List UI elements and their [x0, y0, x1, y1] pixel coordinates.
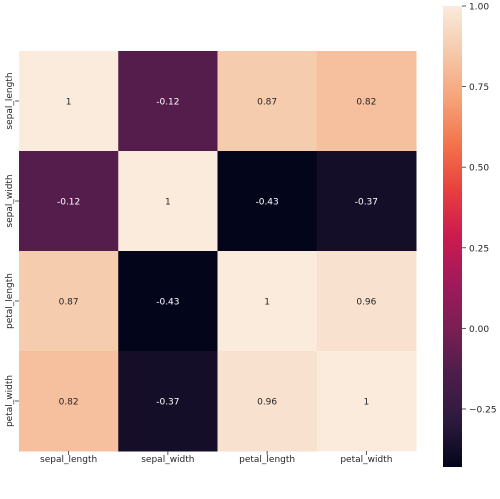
x-tick-label: sepal_width: [141, 455, 194, 465]
colorbar-tick-label: 0.75: [469, 83, 489, 93]
heatmap-cell: [19, 51, 119, 152]
heatmap-cell: [19, 251, 119, 352]
x-tick-label: petal_length: [239, 455, 295, 465]
y-axis-ticks: sepal_length sepal_width petal_lengthpetal…: [5, 72, 19, 427]
cell-annotation: -0.12: [57, 198, 80, 208]
cell-annotation: 1: [364, 398, 370, 408]
heatmap-cell: [19, 351, 119, 452]
heatmap-cell: [118, 251, 218, 352]
heatmap-cell: [316, 151, 417, 252]
colorbar-tick-label: 0.25: [469, 244, 489, 254]
cell-annotation: -0.43: [255, 198, 278, 208]
x-tick-label: petal_width: [340, 455, 392, 465]
colorbar-tick-label: 1.00: [469, 3, 489, 13]
cell-annotation: -0.43: [156, 298, 179, 308]
colorbar-tick-label: 0.50: [469, 164, 489, 174]
heatmap-cell: [217, 51, 318, 152]
x-axis-ticks: sepal_length sepal_width petal_length petal…: [40, 451, 392, 465]
cell-annotation: 0.87: [59, 298, 79, 308]
heatmap-cells: 1 -0.12 0.87 0.82 -0.12 1 -0.43 -0.37 0.87 -0.43 1…: [19, 51, 417, 452]
y-tick-label: petal_width: [5, 375, 15, 427]
y-tick-label: petal_length: [5, 273, 15, 329]
cell-annotation: 0.87: [257, 98, 277, 108]
cell-annotation: -0.12: [156, 98, 179, 108]
cell-annotation: 1: [66, 98, 72, 108]
cell-annotation: 1: [264, 298, 270, 308]
cell-annotation: 0.82: [59, 398, 79, 408]
x-tick-label: sepal_length: [40, 455, 97, 465]
heatmap-cell: [316, 51, 417, 152]
heatmap-cell: [217, 251, 318, 352]
heatmap-cell: [118, 151, 218, 252]
cell-annotation: 1: [165, 198, 171, 208]
colorbar-ticks: 1.00 0.75 0.50 0.25 0.00 −0.25: [462, 3, 497, 415]
heatmap-cell: [118, 351, 218, 452]
cell-annotation: 0.82: [356, 98, 376, 108]
heatmap-cell: [19, 151, 119, 252]
heatmap-cell: [217, 351, 318, 452]
cell-annotation: 0.96: [356, 298, 376, 308]
heatmap-cell: [217, 151, 318, 252]
heatmap-cell: [316, 251, 417, 352]
y-tick-label: sepal_width: [5, 174, 15, 227]
cell-annotation: -0.37: [355, 198, 378, 208]
y-tick-label: sepal_length: [5, 72, 15, 129]
cell-annotation: -0.37: [156, 398, 179, 408]
colorbar-tick-label: −0.25: [469, 405, 497, 415]
colorbar: [443, 6, 462, 467]
heatmap-cell: [316, 351, 417, 452]
heatmap-cell: [118, 51, 218, 152]
colorbar-tick-label: 0.00: [469, 325, 489, 335]
cell-annotation: 0.96: [257, 398, 277, 408]
